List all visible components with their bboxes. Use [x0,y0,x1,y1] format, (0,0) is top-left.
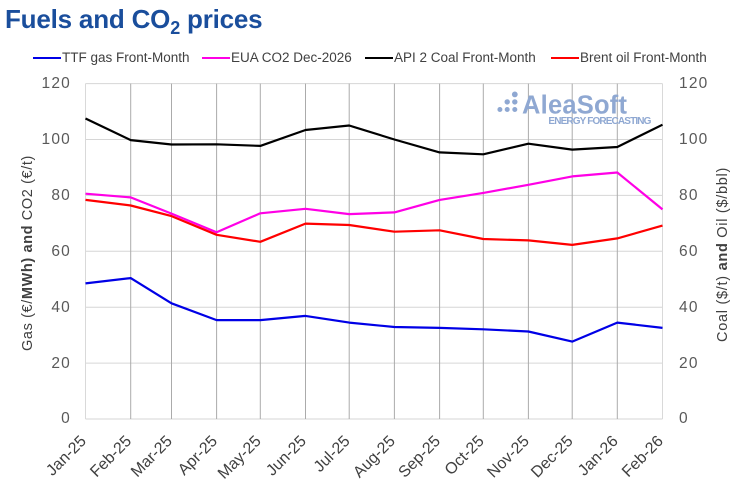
svg-text:ENERGY FORECASTING: ENERGY FORECASTING [548,116,651,127]
svg-text:Feb-25: Feb-25 [87,433,135,481]
svg-text:Jan-25: Jan-25 [43,433,90,480]
svg-text:Jul-25: Jul-25 [311,433,354,476]
svg-text:Jan-26: Jan-26 [575,433,622,480]
svg-text:AleaSoft: AleaSoft [522,92,628,120]
svg-text:Feb-26: Feb-26 [619,433,667,481]
svg-text:Jun-25: Jun-25 [263,433,310,480]
svg-text:Aug-25: Aug-25 [350,433,399,482]
svg-text:May-25: May-25 [215,433,265,483]
svg-text:Dec-25: Dec-25 [528,433,577,482]
svg-text:Sep-25: Sep-25 [396,433,445,482]
svg-text:Nov-25: Nov-25 [484,433,533,482]
svg-text:Apr-25: Apr-25 [175,433,221,479]
svg-text:Mar-25: Mar-25 [128,433,176,481]
svg-text:Oct-25: Oct-25 [442,433,488,479]
